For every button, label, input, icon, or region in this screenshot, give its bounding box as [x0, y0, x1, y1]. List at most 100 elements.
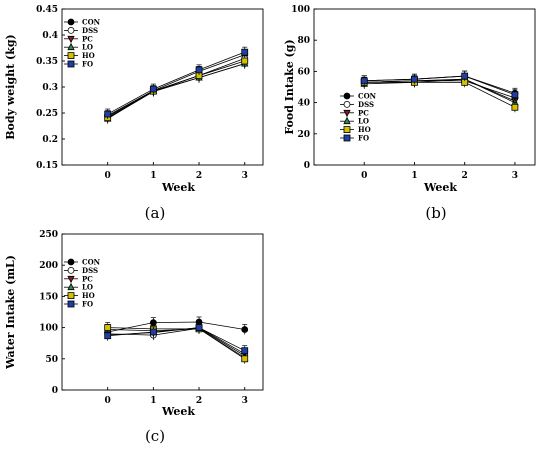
series-line-dss: [107, 327, 245, 357]
series-line-ho: [107, 60, 245, 119]
data-point-fo: [195, 324, 203, 332]
legend-label: PC: [82, 274, 93, 283]
data-point-fo: [241, 48, 249, 56]
legend-marker-ho: [343, 126, 351, 133]
panel-c-water-intake: 0 50 100 150 200 250 0 1 2 3 Week Water Intake (mL)…: [4, 230, 264, 445]
data-point-con: [241, 326, 249, 333]
panel-b-food-intake: 0 20 40 60 80 100 0 1 2 3 Week Food Intake (g) (b) CO…: [283, 5, 536, 222]
y-tick-label: 0.2: [42, 135, 58, 145]
data-point-fo: [411, 75, 418, 83]
x-axis-label: Week: [161, 405, 195, 418]
legend-marker-lo: [343, 116, 351, 125]
y-axis-label: Food Intake (g): [283, 39, 296, 134]
data-point-fo: [104, 332, 112, 340]
x-tick-label: 1: [150, 396, 156, 406]
series-line-pc: [107, 63, 245, 119]
y-tick-label: 150: [39, 292, 58, 302]
y-tick-label: 0.35: [36, 57, 58, 67]
series-line-pc: [364, 78, 516, 102]
x-tick-label: 0: [105, 396, 111, 406]
legend-marker-lo: [67, 42, 75, 51]
legend-marker-dss: [67, 266, 75, 274]
data-point-fo: [511, 91, 519, 99]
series-line-fo: [364, 75, 516, 96]
y-tick-label: 250: [39, 230, 58, 240]
legend-label: HO: [358, 125, 371, 134]
series-line-lo: [107, 63, 245, 120]
data-point-fo: [360, 77, 368, 85]
x-tick-label: 2: [196, 396, 202, 406]
series-line-ho: [107, 327, 245, 360]
data-point-fo: [461, 72, 469, 80]
legend-label: FO: [82, 60, 93, 69]
legend-label: HO: [82, 291, 95, 300]
legend-label: LO: [82, 43, 93, 52]
panel-label: (b): [425, 204, 446, 222]
legend-marker-ho: [67, 52, 75, 59]
x-tick-label: 2: [462, 171, 468, 181]
y-tick-label: 0.25: [36, 109, 58, 119]
x-axis-label: Week: [161, 181, 195, 194]
legend-label: DSS: [82, 266, 98, 275]
legend-label: FO: [82, 300, 93, 309]
y-axis-label: Body weight (kg): [4, 34, 17, 140]
data-point-ho: [241, 57, 249, 65]
y-tick-label: 100: [39, 324, 58, 334]
y-tick-label: 0: [52, 386, 58, 396]
series-line-ho: [364, 81, 516, 108]
legend-label: LO: [82, 283, 93, 292]
legend-marker-fo: [67, 60, 75, 68]
legend-label: PC: [358, 108, 369, 117]
legend-label: PC: [82, 34, 93, 43]
legend-marker-pc: [67, 275, 75, 284]
panel-a-body-weight: 0.15 0.2 0.25 0.3 0.35 0.4 0.45 0 1 2 3 Week Body we…: [4, 5, 264, 222]
series-line-fo: [107, 51, 245, 115]
y-tick-label: 0: [304, 161, 310, 171]
legend-marker-pc: [343, 109, 351, 118]
legend-label: CON: [82, 18, 101, 27]
y-tick-label: 200: [39, 261, 58, 271]
legend-marker-fo: [67, 300, 75, 308]
y-tick-label: 0.4: [42, 31, 58, 41]
data-point-fo: [149, 328, 157, 336]
legend-marker-pc: [67, 35, 75, 44]
data-point-ho: [104, 324, 112, 332]
data-point-fo: [104, 110, 112, 118]
legend-marker-dss: [67, 26, 75, 34]
x-tick-label: 0: [361, 171, 367, 181]
data-point-fo: [241, 347, 249, 355]
legend-label: CON: [358, 92, 377, 101]
x-tick-label: 3: [242, 171, 248, 181]
plot-frame: [61, 233, 264, 391]
legend-marker-fo: [343, 134, 351, 142]
y-tick-label: 50: [45, 355, 58, 365]
x-tick-label: 1: [150, 171, 156, 181]
x-axis-label: Week: [423, 181, 457, 194]
legend-label: DSS: [82, 26, 98, 35]
legend-marker-con: [67, 18, 75, 26]
x-tick-label: 3: [242, 396, 248, 406]
x-tick-label: 3: [512, 171, 518, 181]
x-tick-label: 2: [196, 171, 202, 181]
x-tick-label: 1: [411, 171, 417, 181]
legend-marker-dss: [343, 101, 351, 108]
data-point-fo: [149, 85, 157, 93]
y-tick-label: 60: [297, 67, 310, 77]
y-tick-label: 0.3: [42, 83, 58, 93]
data-point-fo: [195, 66, 203, 74]
legend-marker-lo: [67, 282, 75, 291]
legend-label: FO: [358, 134, 369, 143]
legend-label: CON: [82, 258, 101, 267]
legend-label: LO: [358, 117, 369, 126]
series-line-lo: [364, 78, 516, 103]
series-line-con: [107, 54, 245, 116]
y-tick-label: 0.15: [36, 161, 58, 171]
legend-marker-con: [343, 92, 351, 100]
y-tick-label: 100: [291, 5, 310, 15]
legend-marker-con: [67, 258, 75, 266]
series-line-con: [107, 321, 245, 333]
legend-marker-ho: [67, 292, 75, 300]
series-line-con: [364, 75, 516, 94]
y-tick-label: 0.45: [36, 5, 58, 15]
